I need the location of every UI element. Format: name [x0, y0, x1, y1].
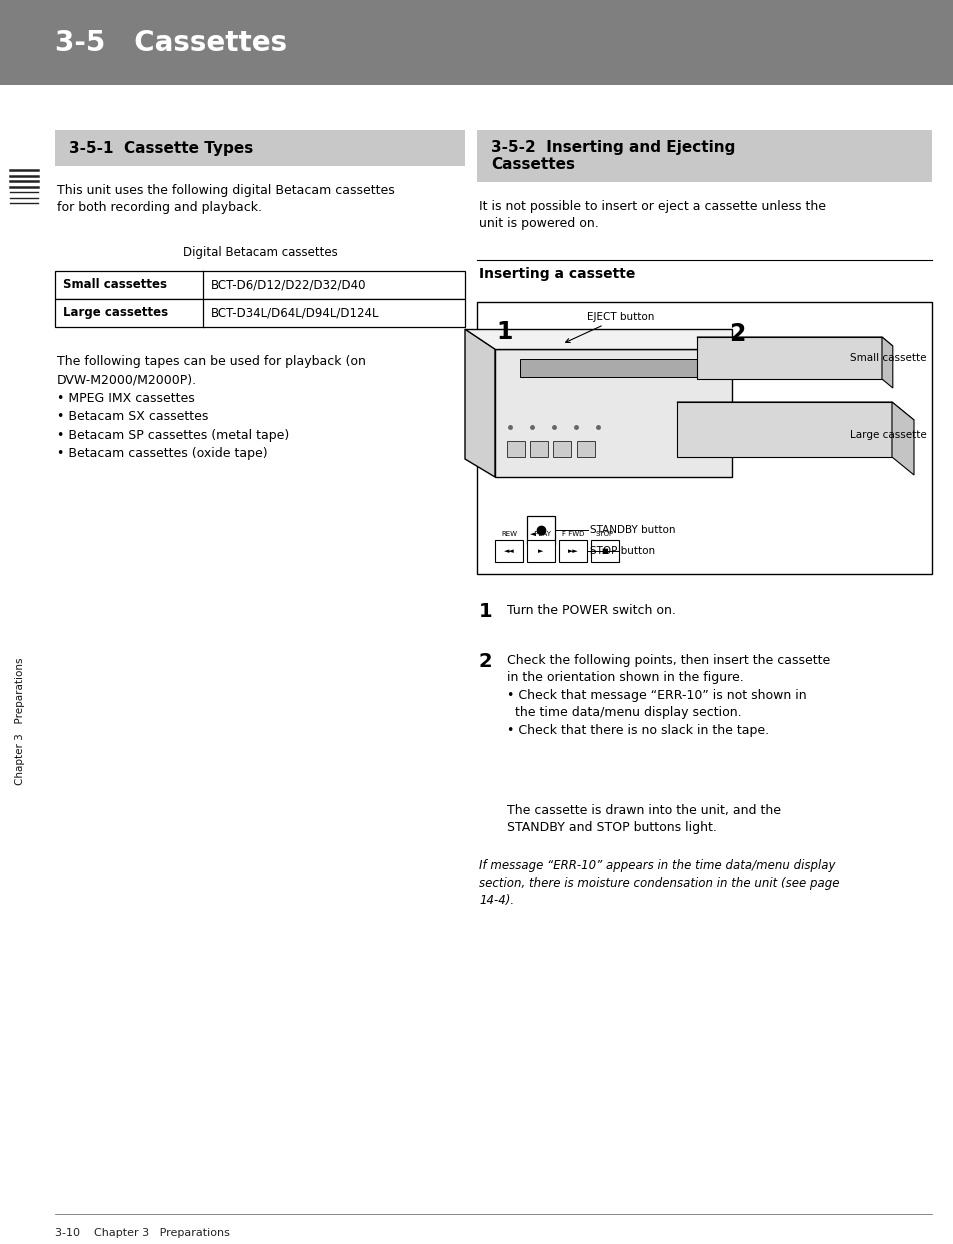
Bar	[476, 302, 931, 573]
Text: ►►: ►►	[567, 549, 578, 554]
Polygon shape	[697, 337, 892, 346]
Polygon shape	[464, 328, 495, 476]
Text: It is not possible to insert or eject a cassette unless the
unit is powered on.: It is not possible to insert or eject a …	[478, 200, 825, 230]
Text: ◄PLAY: ◄PLAY	[530, 531, 552, 537]
Bar	[506, 442, 524, 457]
Bar	[590, 540, 618, 562]
Text: ►: ►	[537, 549, 543, 554]
Bar	[530, 442, 547, 457]
Text: Turn the POWER switch on.: Turn the POWER switch on.	[506, 605, 675, 617]
Polygon shape	[677, 402, 913, 420]
Bar	[526, 540, 555, 562]
Text: Small cassettes: Small cassettes	[63, 279, 167, 291]
Text: Inserting a cassette: Inserting a cassette	[478, 267, 635, 281]
Polygon shape	[882, 337, 892, 388]
Text: EJECT button: EJECT button	[565, 312, 654, 342]
Text: STOP button: STOP button	[589, 546, 655, 556]
Polygon shape	[495, 350, 731, 476]
Text: If message “ERR-10” appears in the time data/menu display
section, there is mois: If message “ERR-10” appears in the time …	[478, 860, 839, 907]
Bar	[476, 131, 931, 182]
Text: ◄◄: ◄◄	[503, 549, 514, 554]
Bar	[495, 540, 522, 562]
Bar	[0, 0, 953, 85]
Text: STOP: STOP	[596, 531, 614, 537]
Bar	[55, 131, 464, 165]
Polygon shape	[891, 402, 913, 475]
Bar	[55, 271, 464, 299]
Text: Large cassettes: Large cassettes	[63, 306, 168, 320]
Text: F FWD: F FWD	[561, 531, 583, 537]
Text: 1: 1	[478, 602, 492, 621]
Text: 3-10    Chapter 3   Preparations: 3-10 Chapter 3 Preparations	[55, 1228, 230, 1238]
Text: Small cassette: Small cassette	[850, 353, 926, 363]
Bar	[519, 360, 726, 377]
Text: REW: REW	[500, 531, 517, 537]
Text: 2: 2	[728, 322, 744, 346]
Text: 2: 2	[478, 652, 492, 671]
Bar	[558, 540, 586, 562]
Polygon shape	[697, 337, 882, 379]
Polygon shape	[677, 402, 891, 457]
Text: The following tapes can be used for playback (on
DVW-M2000/M2000P).
• MPEG IMX c: The following tapes can be used for play…	[57, 355, 366, 460]
Bar	[553, 442, 571, 457]
Text: 3-5-2  Inserting and Ejecting
Cassettes: 3-5-2 Inserting and Ejecting Cassettes	[491, 139, 735, 172]
Text: BCT-D34L/D64L/D94L/D124L: BCT-D34L/D64L/D94L/D124L	[211, 306, 379, 320]
Bar	[526, 516, 555, 544]
Text: ■: ■	[601, 549, 608, 554]
Polygon shape	[464, 328, 731, 350]
Bar	[577, 442, 595, 457]
Text: BCT-D6/D12/D22/D32/D40: BCT-D6/D12/D22/D32/D40	[211, 279, 366, 291]
Bar	[55, 299, 464, 327]
Text: Large cassette: Large cassette	[849, 430, 926, 440]
Text: STANDBY button: STANDBY button	[589, 525, 675, 535]
Text: The cassette is drawn into the unit, and the
STANDBY and STOP buttons light.: The cassette is drawn into the unit, and…	[506, 804, 781, 833]
Text: Chapter 3   Preparations: Chapter 3 Preparations	[15, 658, 25, 785]
Text: Check the following points, then insert the cassette
in the orientation shown in: Check the following points, then insert …	[506, 654, 829, 736]
Text: This unit uses the following digital Betacam cassettes
for both recording and pl: This unit uses the following digital Bet…	[57, 184, 395, 214]
Text: 1: 1	[497, 320, 513, 345]
Text: 3-5-1  Cassette Types: 3-5-1 Cassette Types	[69, 141, 253, 156]
Text: Digital Betacam cassettes: Digital Betacam cassettes	[182, 246, 337, 259]
Text: 3-5   Cassettes: 3-5 Cassettes	[55, 29, 287, 56]
